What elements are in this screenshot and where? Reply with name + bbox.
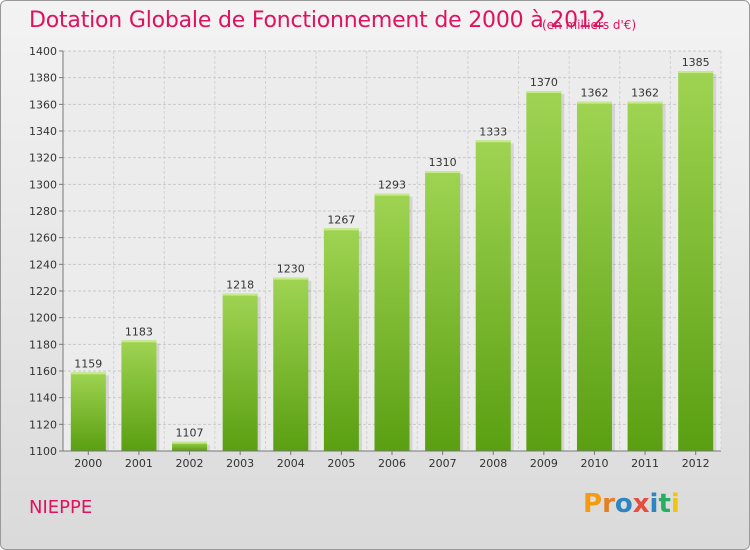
y-tick-label: 1240 [29,258,57,271]
y-tick-label: 1380 [29,72,57,85]
bar-value-label: 1159 [74,357,102,370]
bar-highlight [425,171,461,173]
x-tick-label: 2011 [631,457,659,470]
logo-letter: P [583,489,603,519]
bar [425,171,461,451]
y-tick-label: 1320 [29,152,57,165]
bar [222,293,258,451]
y-tick-label: 1200 [29,312,57,325]
x-tick-label: 2004 [277,457,305,470]
logo-letter: r [602,489,615,519]
x-tick-label: 2003 [226,457,254,470]
bar [627,101,663,452]
y-tick-label: 1340 [29,125,57,138]
bar-value-label: 1107 [176,427,204,440]
bar-value-label: 1230 [277,263,305,276]
bar-value-label: 1267 [327,213,355,226]
bar [526,91,562,451]
x-tick-label: 2000 [74,457,102,470]
x-tick-label: 2001 [125,457,153,470]
bar-value-label: 1385 [682,56,710,69]
bar-highlight [576,101,612,104]
y-tick-label: 1280 [29,205,57,218]
bar-value-label: 1310 [429,156,457,169]
chart-title: Dotation Globale de Fonctionnement de 20… [29,8,606,33]
logo-letter: i [649,489,659,519]
y-tick-label: 1260 [29,232,57,245]
y-tick-label: 1160 [29,365,57,378]
logo-letter: t [658,489,671,519]
city-name: NIEPPE [29,497,93,518]
y-tick-label: 1360 [29,98,57,111]
bar-value-label: 1370 [530,76,558,89]
bar [172,441,208,451]
bar-highlight [627,101,663,104]
logo-letter: x [632,489,650,519]
x-tick-label: 2012 [682,457,710,470]
y-tick-label: 1100 [29,445,57,458]
bar-value-label: 1362 [631,87,659,100]
bar-highlight [70,372,106,375]
bar-value-label: 1362 [580,87,608,100]
bar-highlight [121,340,157,343]
bar [678,71,714,451]
bar [475,140,511,452]
bar [121,340,157,451]
bar [323,228,359,451]
bar-highlight [526,91,562,93]
proxiti-logo: Proxiti [583,489,680,519]
bar-value-label: 1293 [378,179,406,192]
bar-highlight [172,441,208,444]
x-tick-label: 2010 [580,457,608,470]
bar [273,277,309,451]
logo-letter: o [614,489,633,519]
x-tick-label: 2008 [479,457,507,470]
x-tick-label: 2005 [327,457,355,470]
x-tick-label: 2007 [429,457,457,470]
bar-highlight [678,71,714,73]
y-tick-label: 1180 [29,338,57,351]
bar-highlight [222,293,258,296]
bar-value-label: 1183 [125,325,153,338]
y-tick-label: 1140 [29,392,57,405]
x-tick-label: 2006 [378,457,406,470]
bar [576,101,612,452]
bar [374,193,410,451]
chart-unit: (en milliers d'€) [542,18,637,32]
bar-highlight [323,228,359,231]
y-tick-label: 1300 [29,178,57,191]
bar-value-label: 1333 [479,125,507,138]
bar-value-label: 1218 [226,279,254,292]
bar-highlight [273,277,309,280]
y-tick-label: 1400 [29,45,57,58]
x-tick-label: 2002 [176,457,204,470]
y-tick-label: 1120 [29,418,57,431]
x-tick-label: 2009 [530,457,558,470]
logo-letter: i [670,489,680,519]
bar-highlight [475,140,511,143]
bar [70,372,106,451]
bar-highlight [374,193,410,196]
y-tick-label: 1220 [29,285,57,298]
